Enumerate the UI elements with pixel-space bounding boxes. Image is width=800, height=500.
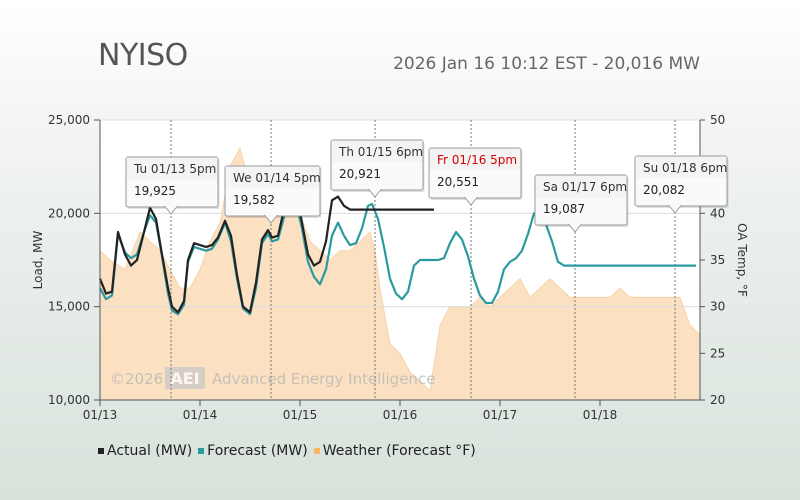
y-tick-label: 15,000 — [48, 300, 90, 314]
watermark-year: ©2026 — [110, 370, 163, 388]
tooltip-label: Sa 01/17 6pm — [543, 180, 627, 194]
y2-axis-title: OA Temp, °F — [735, 223, 749, 297]
x-tick-label: 01/16 — [383, 408, 418, 422]
forecast-line — [99, 195, 696, 316]
tooltip-label: We 01/14 5pm — [233, 171, 321, 185]
peak-tooltip[interactable]: Tu 01/13 5pm 19,925 — [125, 156, 220, 215]
tooltip-label: Th 01/15 6pm — [338, 145, 423, 159]
legend-swatch-weather — [313, 448, 320, 454]
legend-label-forecast: Forecast (MW) — [207, 443, 308, 459]
tooltip-header-bg — [126, 157, 218, 180]
tooltip-header-bg — [535, 175, 627, 198]
aei-watermark: ©2026 AEI Advanced Energy Intelligence — [110, 367, 435, 389]
y2-tick-label: 40 — [710, 206, 725, 220]
y2-tick-label: 30 — [710, 300, 725, 314]
peak-tooltip[interactable]: Fr 01/16 5pm 20,551 — [428, 147, 523, 206]
legend-item-actual[interactable]: Actual (MW) — [98, 443, 192, 459]
tooltip-header-bg — [429, 148, 521, 171]
y-tick-label: 20,000 — [48, 206, 90, 220]
actual-line — [98, 186, 434, 314]
legend-label-weather: Weather (Forecast °F) — [322, 443, 476, 459]
y2-tick-label: 25 — [710, 346, 725, 360]
peak-tooltip[interactable]: Th 01/15 6pm 20,921 — [330, 139, 425, 198]
watermark-logo: AEI — [170, 369, 199, 388]
y2-tick-label: 20 — [710, 393, 725, 407]
tooltip-label: Fr 01/16 5pm — [437, 153, 517, 167]
chart-subtitle: 2026 Jan 16 10:12 EST - 20,016 MW — [393, 54, 700, 74]
peak-tooltip[interactable]: Su 01/18 6pm 20,082 — [634, 155, 729, 214]
tooltip-header-bg — [635, 156, 727, 179]
y-tick-label: 10,000 — [48, 393, 90, 407]
chart-title: NYISO — [98, 38, 188, 73]
legend-item-forecast[interactable]: Forecast (MW) — [198, 443, 308, 459]
x-tick-label: 01/15 — [283, 408, 318, 422]
legend-label-actual: Actual (MW) — [107, 443, 193, 459]
tooltip-label: Su 01/18 6pm — [643, 161, 727, 175]
tooltip-label: Tu 01/13 5pm — [133, 162, 216, 176]
y2-tick-label: 50 — [710, 113, 725, 127]
x-tick-label: 01/17 — [483, 408, 518, 422]
tooltip-header-bg — [225, 166, 320, 189]
tooltip-value: 20,082 — [643, 183, 685, 197]
y-axis-title: Load, MW — [31, 231, 45, 290]
tooltip-value: 19,925 — [134, 184, 176, 198]
y-tick-label: 25,000 — [48, 113, 90, 127]
legend-item-weather[interactable]: Weather (Forecast °F) — [313, 443, 476, 459]
watermark-logo-box — [165, 367, 205, 389]
x-tick-label: 01/18 — [583, 408, 618, 422]
watermark-company: Advanced Energy Intelligence — [212, 370, 435, 388]
tooltip-value: 20,921 — [339, 167, 381, 181]
chart-legend: Actual (MW) Forecast (MW) Weather (Forec… — [98, 443, 476, 459]
tooltip-header-bg — [331, 140, 423, 163]
tooltip-value: 19,582 — [233, 193, 275, 207]
x-tick-label: 01/13 — [83, 408, 118, 422]
x-tick-label: 01/14 — [183, 408, 218, 422]
legend-swatch-forecast — [198, 448, 205, 454]
tooltip-value: 19,087 — [543, 202, 585, 216]
peak-tooltip[interactable]: We 01/14 5pm 19,582 — [224, 165, 322, 224]
peak-tooltip[interactable]: Sa 01/17 6pm 19,087 — [534, 174, 629, 233]
y2-tick-label: 35 — [710, 253, 725, 267]
tooltip-value: 20,551 — [437, 175, 479, 189]
legend-swatch-actual — [98, 448, 104, 454]
